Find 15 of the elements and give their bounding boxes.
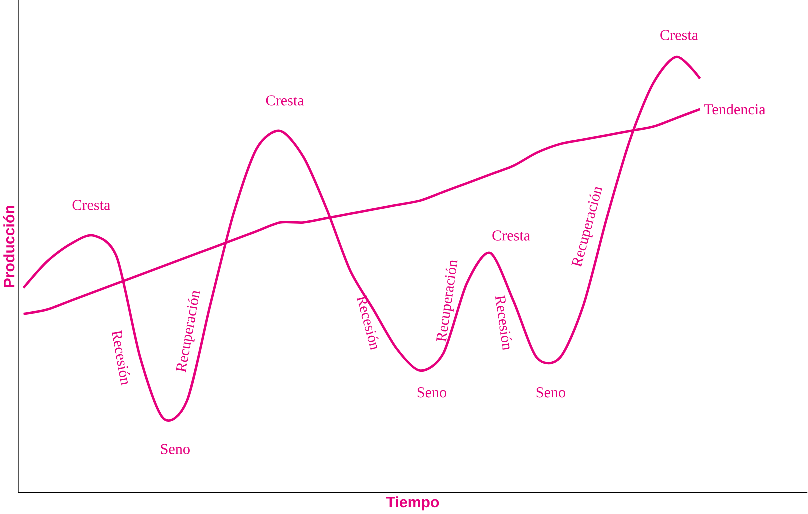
annotation: Cresta — [266, 96, 304, 106]
annotation: Seno — [418, 387, 447, 398]
y-axis-title: Producción — [4, 206, 15, 288]
annotation: Seno — [536, 387, 566, 398]
annotation: Recesión — [112, 330, 130, 386]
annotation: Recuperación — [176, 291, 200, 373]
annotation: Seno — [161, 444, 190, 454]
x-axis-title: Tiempo — [386, 496, 440, 511]
annotation: Recesión — [495, 295, 512, 351]
series-label: Tendencia — [704, 104, 766, 115]
annotation: Cresta — [492, 230, 530, 241]
annotation: Cresta — [72, 200, 111, 210]
annotation: Recesión — [357, 295, 379, 351]
annotation: Recuperación — [436, 260, 458, 342]
text: Cresta — [660, 30, 698, 40]
